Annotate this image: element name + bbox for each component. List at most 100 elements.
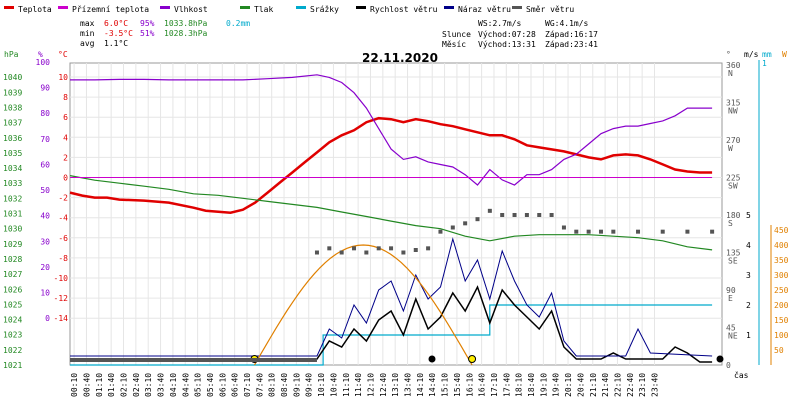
press-tick-17: 1023 (3, 331, 22, 340)
wind-dir-mark-21 (574, 229, 579, 234)
press-tick-5: 1035 (3, 149, 22, 158)
x-unit: čas (734, 370, 749, 380)
wind-dir-mark-17 (524, 213, 529, 217)
axes: 00:10 00:40 01:10 01:40 02:10 02:40 03:10 03:40… (3, 58, 789, 397)
x-tick-26: 13:10 (391, 373, 400, 397)
mm-tick-0: 1 (762, 59, 767, 68)
press-tick-7: 1033 (3, 179, 22, 188)
w-tick-2: 350 (774, 256, 789, 265)
w-tick-3: 300 (774, 271, 789, 280)
wind-dir-mark-24 (611, 229, 616, 234)
temp-tick-9: -8 (58, 254, 68, 263)
dir-tick-8: 0 (726, 361, 731, 370)
temp-tick-0: 10 (58, 73, 68, 82)
hum-unit: % (38, 50, 43, 59)
temp-tick-3: 4 (63, 133, 68, 142)
wind-dir-mark-28 (710, 229, 715, 234)
press-tick-4: 1036 (3, 134, 22, 143)
x-tick-29: 14:40 (428, 373, 437, 397)
legend-swatch-0 (4, 6, 14, 9)
x-tick-10: 05:10 (194, 373, 203, 397)
legend-swatch-2 (160, 6, 170, 9)
legend-label-7: Směr větru (526, 5, 574, 14)
wind-dir-mark-16 (512, 213, 517, 217)
press-tick-15: 1025 (3, 300, 22, 309)
x-tick-13: 06:40 (231, 373, 240, 397)
series-temp (69, 116, 713, 214)
wind-dir-mark-3 (352, 246, 357, 251)
legend-label-4: Srážky (310, 5, 339, 14)
wind-dir-mark-0 (314, 250, 319, 255)
x-tick-8: 04:10 (169, 373, 178, 397)
ms-tick-1: 4 (746, 241, 751, 250)
temp-tick-8: -6 (58, 234, 68, 243)
w-tick-6: 150 (774, 316, 789, 325)
legend-swatch-7 (512, 6, 522, 9)
x-tick-35: 17:40 (502, 373, 511, 397)
dir-tick-4: 180 (726, 211, 741, 220)
x-tick-4: 02:10 (120, 373, 129, 397)
legend-swatch-3 (240, 6, 250, 9)
stats-avg-temp: 1.1°C (104, 39, 128, 48)
press-tick-0: 1040 (3, 73, 22, 82)
series-solar (253, 244, 473, 366)
info-block: WS:2.7m/s WG:4.1m/s Slunce Východ:07:28 … (442, 19, 598, 49)
press-tick-9: 1031 (3, 210, 22, 219)
x-tick-44: 22:10 (613, 373, 622, 397)
wind-dir-mark-11 (450, 225, 455, 230)
x-tick-23: 11:40 (354, 373, 363, 397)
temp-tick-6: -2 (58, 194, 68, 203)
x-tick-41: 20:40 (576, 373, 585, 397)
temp-tick-2: 6 (63, 113, 68, 122)
hum-tick-4: 60 (40, 160, 50, 169)
plot-frame (69, 62, 723, 366)
x-tick-27: 13:40 (404, 373, 413, 397)
sun-label: Slunce (442, 30, 471, 39)
ms-tick-2: 3 (746, 271, 751, 280)
legend-swatch-4 (296, 6, 306, 9)
hum-tick-8: 20 (40, 263, 50, 272)
w-tick-7: 100 (774, 331, 789, 340)
dir-letter-7: NE (728, 332, 738, 341)
hum-tick-9: 10 (40, 289, 50, 298)
wind-gust-info: WG:4.1m/s (545, 19, 589, 28)
hum-tick-1: 90 (40, 84, 50, 93)
temp-unit: °C (58, 50, 68, 59)
press-tick-6: 1034 (3, 164, 22, 173)
x-tick-24: 12:10 (366, 373, 375, 397)
x-tick-18: 09:10 (292, 373, 301, 397)
dir-tick-6: 90 (726, 286, 736, 295)
wind-dir-mark-20 (561, 225, 566, 230)
wind-dir-mark-14 (487, 208, 492, 213)
dir-unit: ° (726, 50, 731, 59)
x-tick-0: 00:10 (70, 373, 79, 397)
wind-dir-mark-15 (500, 213, 505, 217)
x-tick-28: 14:10 (416, 373, 425, 397)
temp-tick-5: 0 (63, 174, 68, 183)
x-tick-11: 05:40 (206, 373, 215, 397)
temp-tick-7: -4 (58, 214, 68, 223)
x-tick-33: 16:40 (478, 373, 487, 397)
hum-tick-2: 80 (40, 109, 50, 118)
press-tick-14: 1026 (3, 285, 22, 294)
wind-dir-mark-22 (586, 229, 591, 234)
wind-dir-mark-6 (389, 246, 394, 251)
legend-label-5: Rychlost větru (370, 5, 438, 14)
press-tick-12: 1028 (3, 255, 22, 264)
x-tick-2: 01:10 (95, 373, 104, 397)
x-tick-6: 03:10 (144, 373, 153, 397)
press-unit: hPa (4, 50, 19, 59)
mm-unit: mm (762, 50, 772, 59)
legend-label-3: Tlak (254, 5, 273, 14)
w-tick-4: 250 (774, 286, 789, 295)
x-tick-43: 21:40 (601, 373, 610, 397)
dir-tick-2: 270 (726, 136, 741, 145)
press-tick-8: 1032 (3, 194, 22, 203)
dir-tick-5: 135 (726, 249, 741, 258)
moon-set: Západ:23:41 (545, 40, 598, 49)
press-tick-11: 1029 (3, 240, 22, 249)
x-tick-32: 16:10 (465, 373, 474, 397)
x-tick-14: 07:10 (243, 373, 252, 397)
temp-tick-12: -14 (54, 314, 69, 323)
